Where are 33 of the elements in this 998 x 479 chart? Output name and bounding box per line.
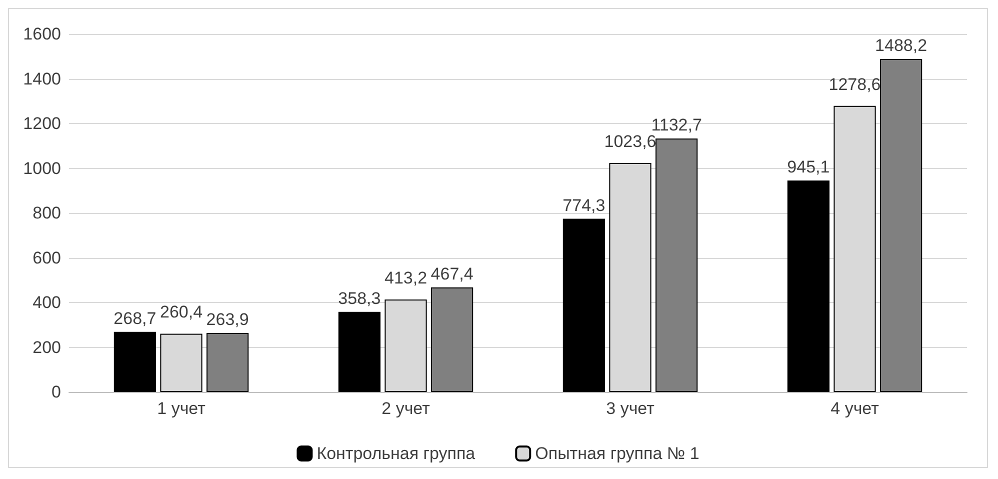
y-tick-label: 600 [32,248,61,268]
x-tick-label: 1 учет [157,399,206,418]
data-label: 268,7 [114,308,156,328]
data-label: 358,3 [338,288,381,308]
data-label: 1488,2 [875,36,928,56]
x-tick-label: 2 учет [382,399,430,418]
x-tick-label: 3 учет [606,399,655,418]
y-tick-label: 1600 [23,24,61,44]
x-tick-label: 4 учет [830,399,880,418]
y-tick-label: 400 [32,293,61,312]
bar [656,138,698,392]
bar [787,180,830,392]
y-tick-label: 1200 [23,114,61,133]
data-label: 467,4 [430,264,474,284]
bar [114,332,156,392]
legend-label: Контрольная группа [316,444,476,463]
bar [338,312,380,392]
bar [562,218,605,392]
bar [431,287,474,392]
data-label: 774,3 [562,196,606,215]
data-label: 263,9 [206,310,249,329]
data-label: 945,1 [787,158,830,177]
data-label: 1278,6 [828,74,881,94]
bar [880,59,922,392]
y-tick-label: 200 [32,338,61,357]
y-tick-label: 1400 [23,69,61,88]
legend-label: Опытная группа № 1 [535,444,700,463]
data-label: 413,2 [384,268,428,288]
y-tick-label: 0 [52,382,61,402]
data-label: 260,4 [160,302,203,322]
y-tick-label: 1000 [23,158,61,178]
bar [206,332,249,392]
y-tick-label: 800 [32,204,61,222]
